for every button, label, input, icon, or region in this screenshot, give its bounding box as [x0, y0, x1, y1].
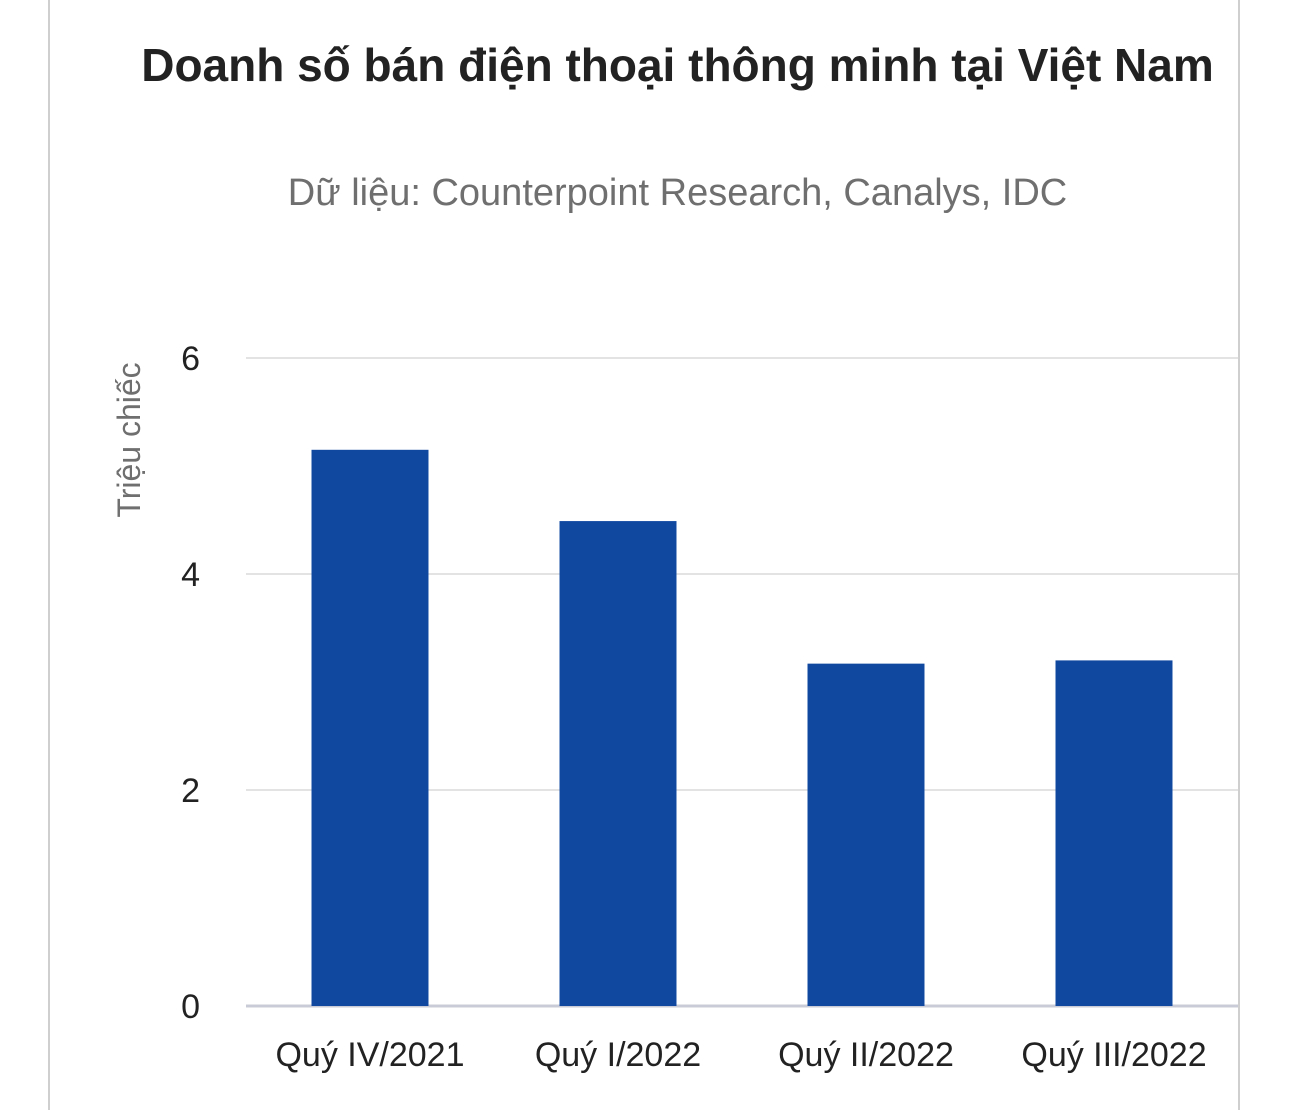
bar	[559, 521, 677, 1006]
chart-subtitle: Dữ liệu: Counterpoint Research, Canalys,…	[287, 172, 1068, 214]
chart-title: Doanh số bán điện thoại thông minh tại V…	[141, 39, 1214, 91]
y-tick-label: 2	[181, 772, 200, 810]
bar	[1055, 660, 1173, 1006]
y-tick-label: 6	[181, 340, 200, 378]
x-axis-categories: Quý IV/2021 Quý I/2022 Quý II/2022 Quý III/…	[275, 1036, 1206, 1074]
x-category-label: Quý I/2022	[535, 1036, 701, 1074]
bar	[311, 449, 429, 1006]
y-axis-label: Triệu chiếc	[111, 362, 147, 517]
x-category-label: Quý II/2022	[778, 1036, 954, 1074]
bar	[807, 663, 925, 1006]
frame-left-border	[48, 0, 50, 1110]
bars	[311, 449, 1173, 1006]
y-tick-label: 4	[181, 556, 200, 594]
y-axis-ticks: 0 2 4 6	[181, 340, 200, 1026]
y-tick-label: 0	[181, 988, 200, 1026]
frame-right-border	[1238, 0, 1240, 1110]
x-category-label: Quý III/2022	[1021, 1036, 1206, 1074]
x-category-label: Quý IV/2021	[275, 1036, 464, 1074]
